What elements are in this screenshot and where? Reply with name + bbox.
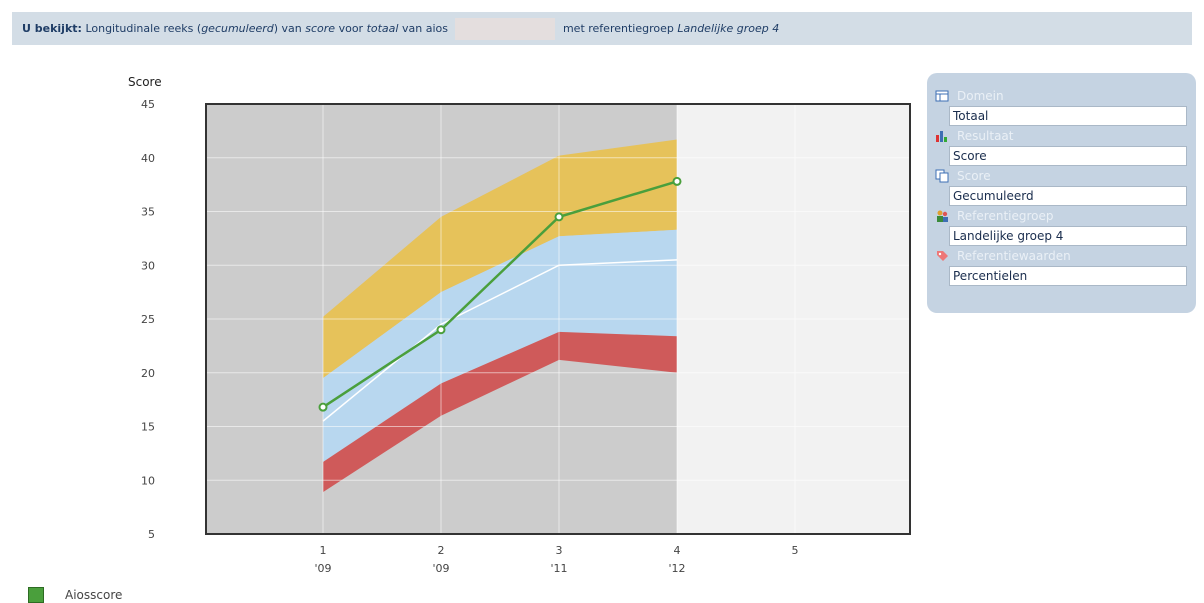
panel-score: Score Gecumuleerd (935, 167, 1188, 206)
redacted-name (455, 18, 556, 40)
data-point (554, 212, 564, 222)
view-text-result: score (305, 22, 336, 35)
percentile-band-1 (323, 229, 677, 462)
data-point (436, 325, 446, 335)
view-text-1: Longitudinale reeks ( (85, 22, 202, 35)
median-line (322, 259, 678, 422)
panel-label-reference-group: Referentiegroep (957, 209, 1054, 223)
panel-label-result: Resultaat (957, 129, 1014, 143)
x-tick-year: '11 (550, 562, 567, 575)
panel-result: Resultaat Score (935, 127, 1188, 166)
x-tick-label: 3 (556, 544, 563, 557)
tag-icon (937, 251, 948, 261)
x-tick-label: 2 (438, 544, 445, 557)
data-point (318, 402, 328, 412)
view-text-domain: totaal (366, 22, 399, 35)
y-tick-label: 5 (148, 528, 155, 541)
y-tick-label: 20 (141, 367, 155, 380)
reference-values-select[interactable]: Percentielen (949, 266, 1187, 286)
y-tick-label: 40 (141, 152, 155, 165)
y-tick-label: 30 (141, 259, 155, 272)
copy-icon (935, 169, 949, 183)
panel-domain: Domein Totaal (935, 87, 1188, 126)
table-icon (935, 90, 949, 102)
filter-panel: Domein Totaal Resultaat Score Score Gecu… (927, 73, 1196, 313)
reference-group-select[interactable]: Landelijke groep 4 (949, 226, 1187, 246)
x-tick-label: 5 (792, 544, 799, 557)
panel-reference-group: Referentiegroep Landelijke groep 4 (935, 207, 1188, 246)
y-tick-label: 10 (141, 474, 155, 487)
data-point (672, 176, 682, 186)
score-select[interactable]: Gecumuleerd (949, 186, 1187, 206)
x-tick-label: 1 (320, 544, 327, 557)
y-tick-label: 45 (141, 98, 155, 111)
legend-label: Aiosscore (65, 588, 123, 602)
view-text-7: van aios (398, 22, 448, 35)
x-tick-year: '09 (314, 562, 331, 575)
y-tick-label: 35 (141, 206, 155, 219)
legend-swatch (28, 587, 44, 603)
result-select[interactable]: Score (949, 146, 1187, 166)
plot-frame (205, 103, 911, 535)
longitudinal-chart: 5 10 15 20 25 30 35 40 45 1 '09 2 '09 3 '11 4 '12 5 Score M… (128, 75, 911, 585)
view-text-mode: gecumuleerd (201, 22, 274, 35)
x-tick-label: 4 (674, 544, 681, 557)
series-line-aiosscore (322, 180, 678, 409)
panel-label-domain: Domein (957, 89, 1004, 103)
percentile-band-0 (323, 139, 677, 379)
view-text-group: Landelijke groep 4 (677, 22, 780, 35)
view-text-3: ) van (273, 22, 306, 35)
y-axis-label: Score (128, 75, 162, 89)
users-icon (937, 210, 948, 222)
panel-label-reference-values: Referentiewaarden (957, 249, 1071, 263)
view-text-8: met referentiegroep (562, 22, 678, 35)
view-text-5: voor (335, 22, 367, 35)
percentile-band-2 (323, 331, 677, 493)
panel-reference-values: Referentiewaarden Percentielen (935, 247, 1188, 286)
y-tick-label: 15 (141, 421, 155, 434)
bar-chart-icon (936, 131, 947, 142)
view-summary-bar: U bekijkt: Longitudinale reeks (gecumule… (12, 12, 1192, 45)
view-prefix: U bekijkt: (22, 22, 82, 35)
x-tick-year: '09 (432, 562, 449, 575)
panel-label-score: Score (957, 169, 991, 183)
domain-select[interactable]: Totaal (949, 106, 1187, 126)
x-tick-year: '12 (668, 562, 685, 575)
x-axis-label: Meetmoment (822, 584, 909, 585)
y-tick-label: 25 (141, 313, 155, 326)
